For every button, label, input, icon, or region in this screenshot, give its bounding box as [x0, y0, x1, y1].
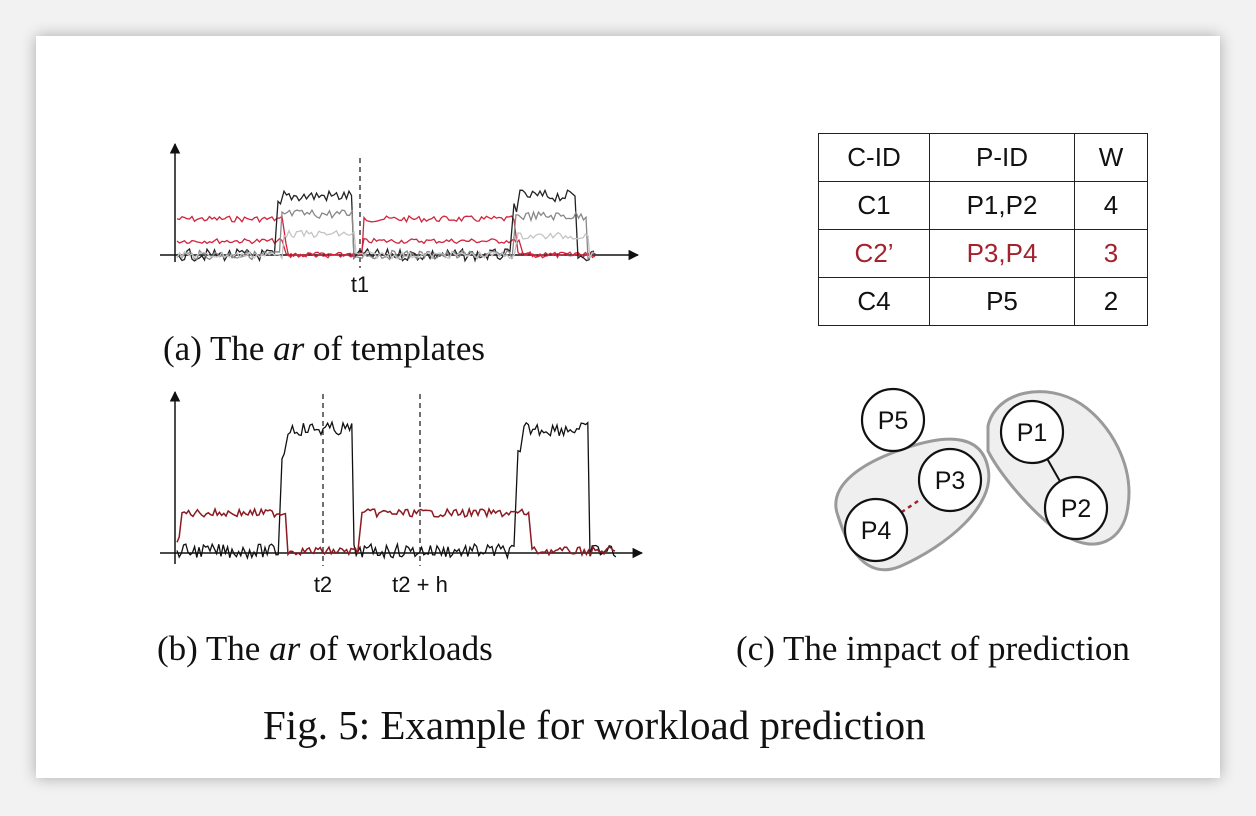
node-p5-label: P5 — [878, 407, 909, 435]
panel-b-series-darkred — [176, 506, 616, 558]
node-p4 — [843, 497, 909, 563]
table-header-cell: W — [1074, 133, 1148, 182]
table-row-highlighted: C2’ P3,P4 3 — [818, 229, 1148, 278]
table-cell: C4 — [818, 277, 930, 326]
table-header-row: C-ID P-ID W — [818, 133, 1148, 182]
panel-a-series-lightgrey — [176, 229, 594, 260]
panel-a-series-black — [176, 188, 595, 263]
table-header-cell: C-ID — [818, 133, 930, 182]
figure-caption: Fig. 5: Example for workload prediction — [263, 702, 926, 748]
table-cell: C2’ — [818, 229, 930, 278]
cluster-table: C-ID P-ID W C1 P1,P2 4 C2’ P3,P4 3 C4 P5… — [818, 133, 1148, 326]
figure-canvas: t1 t2 t2 + h P5 P1 P3 P2 — [160, 142, 1131, 597]
table-cell: P5 — [929, 277, 1075, 326]
panel-b-marker1-label: t2 — [314, 572, 332, 597]
table-cell: 3 — [1074, 229, 1148, 278]
table-cell: P3,P4 — [929, 229, 1075, 278]
table-cell: C1 — [818, 181, 930, 230]
panel-b-caption-var: ar — [269, 629, 301, 668]
panel-a-caption: (a) The ar of templates — [163, 329, 485, 369]
panel-b-caption-suffix: of workloads — [308, 629, 493, 668]
panel-b-marker2-label: t2 + h — [392, 572, 448, 597]
table-cell: 2 — [1074, 277, 1148, 326]
table-cell: 4 — [1074, 181, 1148, 230]
panel-a-chart: t1 — [160, 142, 640, 297]
panel-a-series-red-lower — [176, 237, 596, 259]
node-p5 — [860, 387, 926, 453]
node-p2 — [1043, 475, 1109, 541]
table-header-cell: P-ID — [929, 133, 1075, 182]
table-row: C4 P5 2 — [818, 277, 1148, 326]
panel-b-chart: t2 t2 + h — [160, 390, 644, 597]
figure-card: t1 t2 t2 + h P5 P1 P3 P2 — [36, 36, 1220, 778]
node-p2-label: P2 — [1061, 495, 1092, 523]
panel-b-series-black — [176, 420, 617, 560]
node-p4-label: P4 — [861, 517, 892, 545]
node-p1 — [999, 399, 1065, 465]
panel-b-caption-prefix: (b) The — [157, 629, 261, 668]
panel-a-marker-label: t1 — [351, 272, 369, 297]
panel-a-caption-prefix: (a) The — [163, 329, 265, 368]
panel-a-caption-var: ar — [273, 329, 305, 368]
table-cell: P1,P2 — [929, 181, 1075, 230]
node-p3-label: P3 — [935, 467, 966, 495]
panel-a-caption-suffix: of templates — [313, 329, 486, 368]
panel-c-graph: P5 P1 P3 P2 P4 — [834, 387, 1131, 572]
panel-c-caption: (c) The impact of prediction — [736, 629, 1130, 668]
panel-b-caption: (b) The ar of workloads — [157, 629, 493, 669]
panel-a-series-red-upper — [176, 214, 596, 259]
node-p1-label: P1 — [1017, 419, 1048, 447]
panel-a-series-grey — [176, 208, 591, 261]
node-p3 — [917, 447, 983, 513]
table-row: C1 P1,P2 4 — [818, 181, 1148, 230]
